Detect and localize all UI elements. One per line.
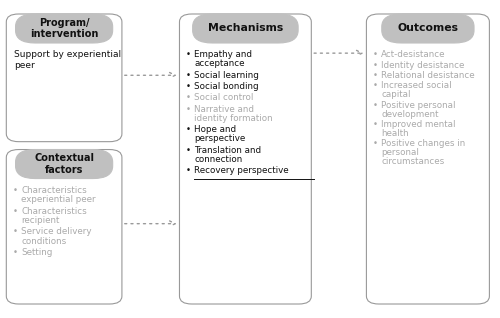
Text: Recovery perspective: Recovery perspective xyxy=(194,166,289,175)
Text: personal: personal xyxy=(381,148,419,157)
Text: Characteristics: Characteristics xyxy=(21,207,87,216)
FancyBboxPatch shape xyxy=(6,14,122,142)
Text: Increased social: Increased social xyxy=(381,81,452,90)
FancyBboxPatch shape xyxy=(366,14,490,304)
Text: Mechanisms: Mechanisms xyxy=(208,24,283,33)
Text: •: • xyxy=(186,146,191,155)
FancyBboxPatch shape xyxy=(16,14,112,43)
Text: Program/
intervention: Program/ intervention xyxy=(30,18,98,39)
Text: Support by experiential
peer: Support by experiential peer xyxy=(14,50,122,70)
Text: •: • xyxy=(373,81,378,90)
Text: perspective: perspective xyxy=(194,135,246,143)
Text: •: • xyxy=(12,248,18,257)
Text: •: • xyxy=(186,125,191,134)
FancyBboxPatch shape xyxy=(6,149,122,304)
FancyBboxPatch shape xyxy=(180,14,312,304)
Text: •: • xyxy=(186,71,191,80)
Text: Positive personal: Positive personal xyxy=(381,101,456,110)
Text: •: • xyxy=(12,186,18,195)
Text: Contextual
factors: Contextual factors xyxy=(34,153,94,175)
Text: •: • xyxy=(186,166,191,175)
Text: •: • xyxy=(373,50,378,59)
Text: Improved mental: Improved mental xyxy=(381,120,456,129)
Text: circumstances: circumstances xyxy=(381,157,444,166)
Text: acceptance: acceptance xyxy=(194,59,244,68)
Text: Act-desistance: Act-desistance xyxy=(381,50,446,59)
Text: •: • xyxy=(373,139,378,148)
Text: Identity desistance: Identity desistance xyxy=(381,61,464,70)
Text: Translation and: Translation and xyxy=(194,146,262,155)
Text: Characteristics: Characteristics xyxy=(21,186,87,195)
Text: identity formation: identity formation xyxy=(194,114,273,123)
Text: •: • xyxy=(373,71,378,80)
Text: experiential peer: experiential peer xyxy=(21,195,96,204)
Text: Narrative and: Narrative and xyxy=(194,105,254,114)
Text: •: • xyxy=(186,82,191,91)
Text: conditions: conditions xyxy=(21,237,66,246)
Text: recipient: recipient xyxy=(21,216,59,225)
Text: Relational desistance: Relational desistance xyxy=(381,71,475,80)
Text: Empathy and: Empathy and xyxy=(194,50,252,59)
Text: Setting: Setting xyxy=(21,248,52,257)
Text: capital: capital xyxy=(381,90,410,99)
FancyBboxPatch shape xyxy=(16,149,112,178)
Text: •: • xyxy=(373,61,378,70)
FancyBboxPatch shape xyxy=(382,14,474,43)
Text: •: • xyxy=(373,101,378,110)
Text: Social learning: Social learning xyxy=(194,71,259,80)
Text: •: • xyxy=(373,120,378,129)
Text: Positive changes in: Positive changes in xyxy=(381,139,466,148)
Text: •: • xyxy=(186,105,191,114)
Text: •: • xyxy=(186,50,191,59)
Text: development: development xyxy=(381,109,438,119)
Text: Social control: Social control xyxy=(194,93,254,102)
Text: Hope and: Hope and xyxy=(194,125,236,134)
Text: Social bonding: Social bonding xyxy=(194,82,259,91)
Text: •: • xyxy=(12,207,18,216)
Text: •: • xyxy=(12,227,18,236)
Text: •: • xyxy=(186,93,191,102)
Text: health: health xyxy=(381,129,409,138)
Text: Outcomes: Outcomes xyxy=(398,24,458,33)
Text: connection: connection xyxy=(194,155,242,164)
Text: Service delivery: Service delivery xyxy=(21,227,92,236)
FancyBboxPatch shape xyxy=(192,14,298,43)
